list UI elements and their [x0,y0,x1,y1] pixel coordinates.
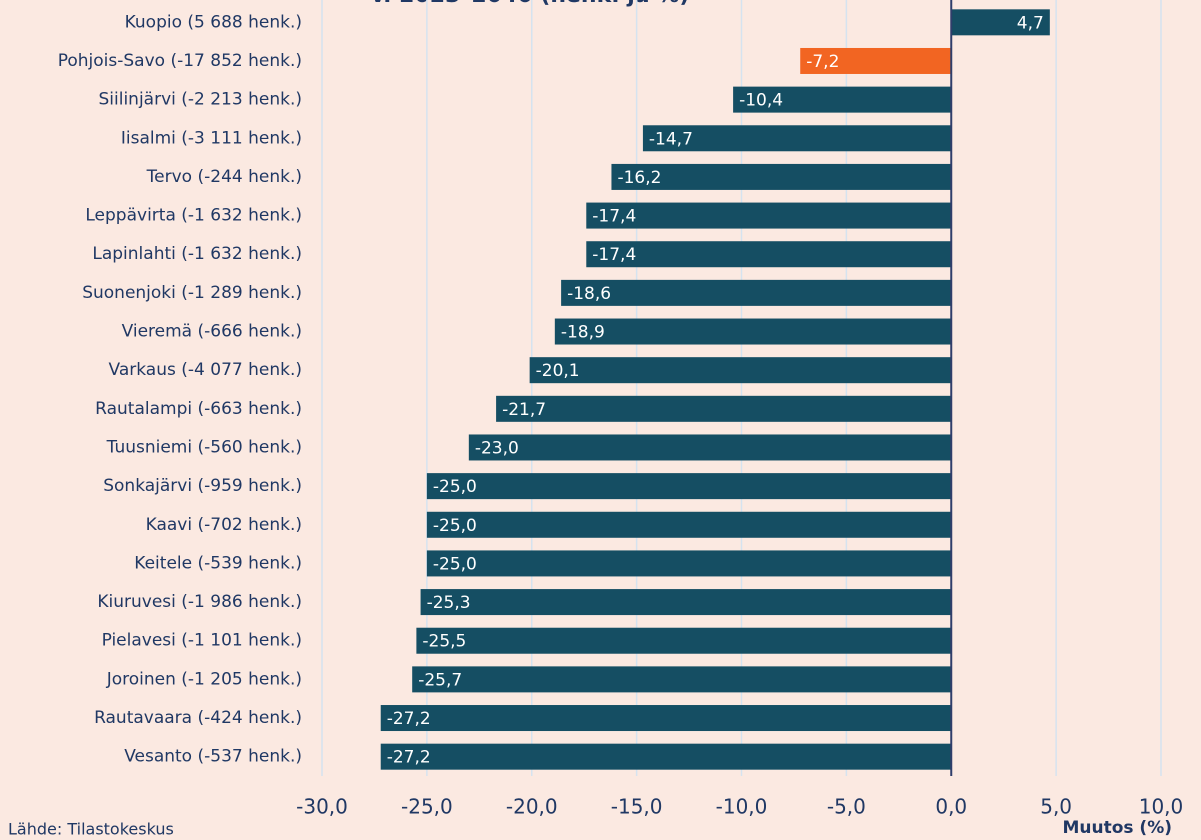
value-label: -18,6 [567,284,611,304]
bar [380,743,952,770]
bar [412,666,952,693]
x-tick-label: -10,0 [716,795,768,819]
value-label: -23,0 [475,438,519,458]
y-tick-label: Pielavesi (-1 101 henk.) [102,631,302,651]
bar [420,589,952,616]
y-tick-label: Kuopio (5 688 henk.) [125,12,302,32]
value-label: -20,1 [536,361,580,381]
y-tick-label: Iisalmi (-3 111 henk.) [121,128,302,148]
y-tick-label: Siilinjärvi (-2 213 henk.) [98,90,302,110]
chart-title: v. 2023–2040 (henk. ja %) [371,0,690,8]
value-label: -25,7 [418,670,462,690]
bar [416,627,952,654]
bar [733,86,952,113]
bar [642,125,952,152]
y-tick-label: Keitele (-539 henk.) [134,553,302,573]
value-label: -14,7 [649,129,693,149]
value-label: -25,3 [427,593,471,613]
y-tick-label: Kiuruvesi (-1 986 henk.) [97,592,302,612]
x-tick-label: -15,0 [611,795,663,819]
y-tick-label: Rautavaara (-424 henk.) [94,708,302,728]
y-tick-label: Vesanto (-537 henk.) [124,747,302,767]
value-label: -17,4 [592,207,636,227]
bar [611,163,952,190]
x-tick-label: -25,0 [401,795,453,819]
value-label: -25,0 [433,554,477,574]
bar [426,473,952,500]
bar [496,395,952,422]
value-label: -25,0 [433,516,477,536]
value-label: -17,4 [592,245,636,265]
y-tick-label: Kaavi (-702 henk.) [146,515,302,535]
bar [554,318,952,345]
x-tick-label: -30,0 [296,795,348,819]
x-tick-label: -5,0 [827,795,866,819]
bar [426,511,952,538]
y-tick-label: Pohjois-Savo (-17 852 henk.) [58,51,302,71]
value-label: -25,0 [433,477,477,497]
bar [561,279,952,306]
bar [468,434,952,461]
source: Lähde: Tilastokeskus [8,820,174,839]
bar [951,9,1050,36]
value-label: -27,2 [387,709,431,729]
bar [586,241,952,268]
value-label: 4,7 [1017,13,1044,33]
bar [426,550,952,577]
value-label: -18,9 [561,323,605,343]
x-tick-label: 5,0 [1040,795,1072,819]
value-label: -10,4 [739,91,783,111]
y-tick-label: Vieremä (-666 henk.) [122,322,302,342]
y-tick-label: Leppävirta (-1 632 henk.) [85,206,302,226]
bar [800,47,952,74]
x-tick-label: 0,0 [935,795,967,819]
x-tick-label: 10,0 [1139,795,1184,819]
y-tick-label: Sonkajärvi (-959 henk.) [103,476,302,496]
value-label: -7,2 [806,52,839,72]
bar [380,705,952,732]
value-label: -16,2 [617,168,661,188]
x-axis-label: Muutos (%) [1062,818,1172,838]
y-tick-label: Suonenjoki (-1 289 henk.) [82,283,302,303]
y-tick-label: Rautalampi (-663 henk.) [95,399,302,419]
x-tick-label: -20,0 [506,795,558,819]
value-label: -21,7 [502,400,546,420]
y-tick-label: Varkaus (-4 077 henk.) [109,360,302,380]
bar [529,357,952,384]
bar [586,202,952,229]
value-label: -25,5 [422,632,466,652]
y-tick-label: Tervo (-244 henk.) [146,167,302,187]
value-label: -27,2 [387,748,431,768]
y-tick-label: Tuusniemi (-560 henk.) [106,437,302,457]
y-tick-label: Joroinen (-1 205 henk.) [106,669,302,689]
y-tick-label: Lapinlahti (-1 632 henk.) [92,244,302,264]
